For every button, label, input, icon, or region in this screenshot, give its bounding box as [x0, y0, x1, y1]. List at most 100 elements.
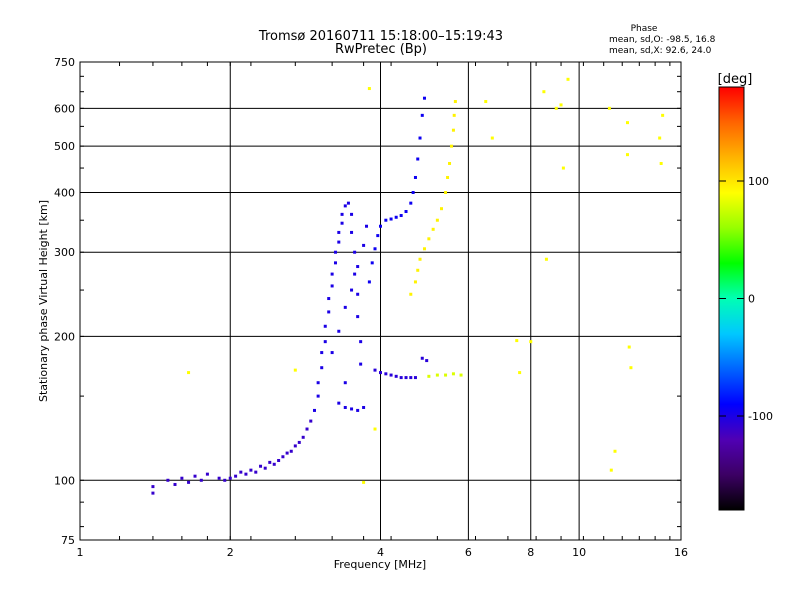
- data-point-x-f2: [435, 218, 439, 222]
- data-point-o-e-trace: [384, 372, 388, 376]
- data-point-o-lower: [281, 455, 285, 459]
- data-point-o-lower: [297, 440, 301, 444]
- data-point-scattered: [613, 449, 617, 453]
- grid-lines: [80, 62, 681, 540]
- data-point-x-e-trace: [459, 373, 463, 377]
- data-point-scattered: [373, 427, 377, 431]
- data-point-x-f2: [427, 237, 431, 241]
- data-point-o-lower: [223, 478, 227, 482]
- x-axis-ticks: 1 2 4 6 8 10 16: [77, 62, 688, 559]
- x-tick-label: 8: [527, 546, 534, 559]
- phase-stats-title: Phase: [631, 24, 658, 34]
- colorbar-tick-label: -100: [748, 410, 773, 423]
- data-point-o-spread-f: [356, 292, 360, 296]
- data-point-o-e-trace: [394, 374, 398, 378]
- data-point-o-spread-f: [343, 305, 347, 309]
- data-point-x-f2: [416, 268, 420, 272]
- y-tick-label: 750: [54, 56, 75, 69]
- data-point-scattered: [554, 106, 558, 110]
- colorbar-ticks: 100 0 -100: [719, 175, 773, 423]
- data-point-x-f2: [451, 128, 455, 132]
- data-point-o-f2: [404, 210, 408, 214]
- data-point-o-e-trace: [413, 376, 417, 380]
- y-tick-label: 500: [54, 140, 75, 153]
- data-point-o-spread-f: [350, 288, 354, 292]
- data-point-o-f2: [418, 136, 422, 140]
- data-point-o-lower: [151, 485, 155, 489]
- data-point-o-f2: [384, 218, 388, 222]
- data-point-scattered: [625, 121, 629, 125]
- data-point-o-e-trace: [389, 373, 393, 377]
- colorbar-tick-label: 0: [748, 293, 755, 306]
- data-point-o-spread-f: [350, 212, 354, 216]
- data-point-o-e-trace: [409, 376, 413, 380]
- data-point-x-f2: [444, 190, 448, 194]
- x-tick-label: 1: [77, 546, 84, 559]
- data-point-o-spread-f: [327, 297, 331, 301]
- data-point-o-spread-f: [340, 212, 344, 216]
- data-point-scattered: [658, 136, 662, 140]
- x-tick-label: 16: [674, 546, 688, 559]
- data-point-o-spread-f: [362, 405, 366, 409]
- data-point-o-spread-f: [337, 240, 341, 244]
- data-point-o-spread-f: [330, 351, 334, 355]
- data-point-o-lower: [305, 427, 309, 431]
- data-point-scattered: [559, 103, 563, 107]
- data-point-o-lower: [277, 458, 281, 462]
- data-point-x-e-trace: [435, 373, 439, 377]
- colorbar-tick-label: 100: [748, 175, 769, 188]
- data-point-o-f2: [413, 175, 417, 179]
- data-point-scattered: [490, 136, 494, 140]
- data-point-scattered: [544, 257, 548, 261]
- data-point-o-e-trace: [425, 359, 429, 363]
- data-point-o-spread-f: [353, 272, 357, 276]
- data-point-x-f2: [440, 207, 444, 211]
- data-point-scattered: [362, 480, 366, 484]
- data-point-o-spread-f: [316, 381, 320, 385]
- data-point-o-lower: [293, 444, 297, 448]
- data-point-x-f2: [449, 144, 453, 148]
- data-point-o-lower: [289, 449, 293, 453]
- data-point-o-e-trace: [399, 376, 403, 380]
- x-tick-label: 10: [572, 546, 586, 559]
- data-point-o-spread-f: [356, 265, 360, 269]
- data-point-o-spread-f: [365, 224, 369, 228]
- data-point-o-lower: [254, 470, 258, 474]
- data-point-o-lower: [199, 478, 203, 482]
- data-point-scattered: [625, 153, 629, 157]
- data-point-o-f2: [389, 217, 393, 221]
- data-point-o-f2: [379, 224, 382, 228]
- data-point-o-spread-f: [330, 284, 334, 288]
- data-point-scattered: [542, 90, 546, 94]
- y-tick-label: 100: [54, 474, 75, 487]
- data-point-o-lower: [285, 451, 289, 455]
- data-point-x-f2: [418, 257, 422, 261]
- data-point-o-spread-f: [333, 261, 337, 265]
- data-point-o-lower: [187, 480, 191, 484]
- data-point-o-lower: [228, 476, 232, 480]
- data-point-scattered: [518, 371, 522, 375]
- data-point-o-spread-f: [327, 310, 331, 314]
- data-point-scattered: [484, 100, 488, 104]
- data-point-o-spread-f: [320, 351, 324, 355]
- data-point-x-e-trace: [451, 372, 455, 376]
- data-point-o-spread-f: [356, 315, 360, 319]
- data-point-scattered: [529, 340, 533, 344]
- data-point-o-f2: [409, 201, 413, 205]
- data-point-o-e-trace: [379, 371, 382, 375]
- y-tick-label: 200: [54, 330, 75, 343]
- data-point-o-lower: [244, 472, 248, 476]
- data-point-x-e-trace: [444, 373, 448, 377]
- data-point-o-spread-f: [337, 401, 341, 405]
- data-point-x-f2: [453, 100, 457, 104]
- data-point-x-f2: [413, 280, 417, 284]
- data-point-o-f2: [373, 247, 377, 251]
- data-point-scattered: [293, 368, 297, 372]
- data-point-o-spread-f: [350, 230, 354, 234]
- data-point-o-spread-f: [316, 394, 320, 398]
- data-point-o-lower: [268, 460, 272, 464]
- y-tick-label: 400: [54, 186, 75, 199]
- data-point-o-lower: [193, 474, 197, 478]
- data-point-o-lower: [249, 468, 253, 472]
